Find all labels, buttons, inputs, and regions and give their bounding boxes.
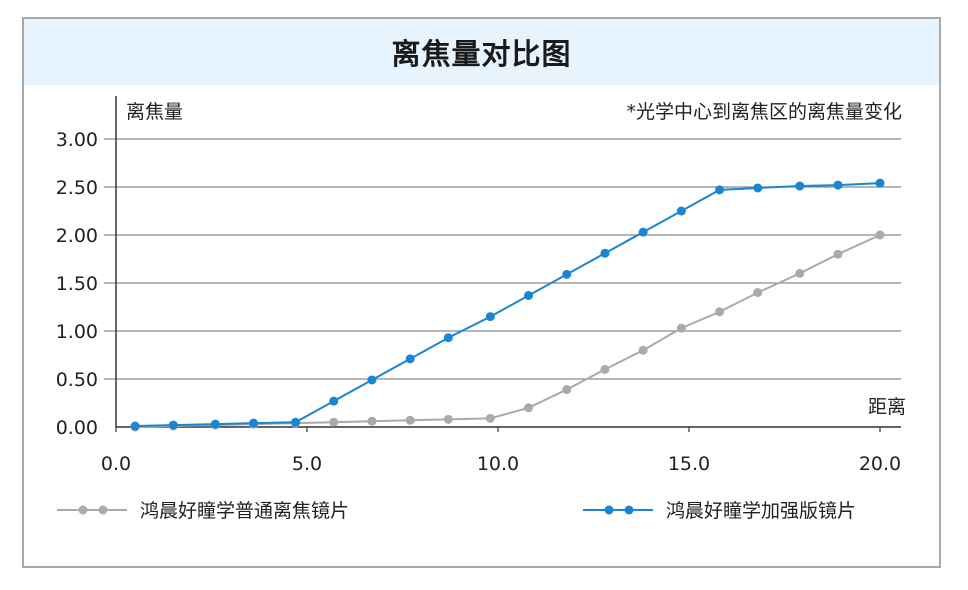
- data-point: [130, 421, 140, 431]
- data-point: [795, 268, 805, 278]
- data-point: [329, 417, 339, 427]
- x-tick-label: 10.0: [477, 453, 519, 475]
- legend-marker: [98, 505, 108, 515]
- legend-label: 鸿晨好瞳学加强版镜片: [666, 500, 856, 522]
- data-point: [405, 415, 415, 425]
- data-point: [715, 307, 725, 317]
- y-tick-label: 1.00: [56, 321, 98, 343]
- data-point: [833, 180, 843, 190]
- legend-item-2: 鸿晨好瞳学加强版镜片: [583, 500, 856, 522]
- data-point: [524, 403, 534, 413]
- y-tick-label: 1.50: [56, 273, 98, 295]
- x-tick-label: 20.0: [859, 453, 901, 475]
- data-point: [676, 323, 686, 333]
- series-2: [130, 178, 885, 431]
- data-point: [562, 385, 572, 395]
- data-point: [715, 185, 725, 195]
- y-tick-label: 0.00: [56, 417, 98, 439]
- legend-item-1: 鸿晨好瞳学普通离焦镜片: [57, 500, 349, 522]
- x-tick-label: 5.0: [292, 453, 322, 475]
- data-point: [443, 414, 453, 424]
- data-point: [405, 354, 415, 364]
- data-point: [524, 290, 534, 300]
- y-axis-label: 离焦量: [126, 101, 183, 123]
- data-point: [291, 417, 301, 427]
- legend-marker: [624, 505, 634, 515]
- grid-lines: [104, 138, 901, 380]
- data-point: [249, 418, 259, 428]
- y-tick-labels: 0.00 0.50 1.00 1.50 2.00 2.50 3.00: [56, 129, 98, 439]
- legend: 鸿晨好瞳学普通离焦镜片 鸿晨好瞳学加强版镜片: [57, 500, 856, 522]
- data-point: [795, 181, 805, 191]
- y-tick-label: 0.50: [56, 369, 98, 391]
- chart-frame: 离焦量对比图: [22, 17, 941, 568]
- data-point: [600, 248, 610, 258]
- x-tick-labels: 0.0 5.0 10.0 15.0 20.0: [101, 427, 901, 475]
- data-point: [638, 227, 648, 237]
- y-tick-label: 2.00: [56, 225, 98, 247]
- data-point: [329, 396, 339, 406]
- data-point: [875, 178, 885, 188]
- data-point: [210, 419, 220, 429]
- data-point: [367, 416, 377, 426]
- data-point: [875, 230, 885, 240]
- x-tick-label: 15.0: [668, 453, 710, 475]
- data-point: [168, 420, 178, 430]
- y-tick-label: 2.50: [56, 177, 98, 199]
- x-axis-label: 距离: [868, 396, 906, 418]
- data-point: [367, 375, 377, 385]
- chart-title: 离焦量对比图: [391, 37, 572, 71]
- x-tick-label: 0.0: [101, 453, 131, 475]
- data-point: [753, 288, 763, 298]
- data-point: [562, 269, 572, 279]
- data-point: [676, 206, 686, 216]
- data-point: [443, 333, 453, 343]
- data-point: [638, 345, 648, 355]
- legend-marker: [604, 505, 614, 515]
- data-point: [485, 413, 495, 423]
- legend-marker: [78, 505, 88, 515]
- title-bar: 离焦量对比图: [24, 19, 939, 85]
- data-point: [600, 364, 610, 374]
- legend-label: 鸿晨好瞳学普通离焦镜片: [140, 500, 349, 522]
- data-point: [753, 183, 763, 193]
- series-line: [135, 182, 881, 428]
- y-tick-label: 3.00: [56, 129, 98, 151]
- chart-annotation: *光学中心到离焦区的离焦量变化: [626, 101, 902, 123]
- data-point: [485, 312, 495, 322]
- data-point: [833, 249, 843, 259]
- series-group: [130, 178, 885, 432]
